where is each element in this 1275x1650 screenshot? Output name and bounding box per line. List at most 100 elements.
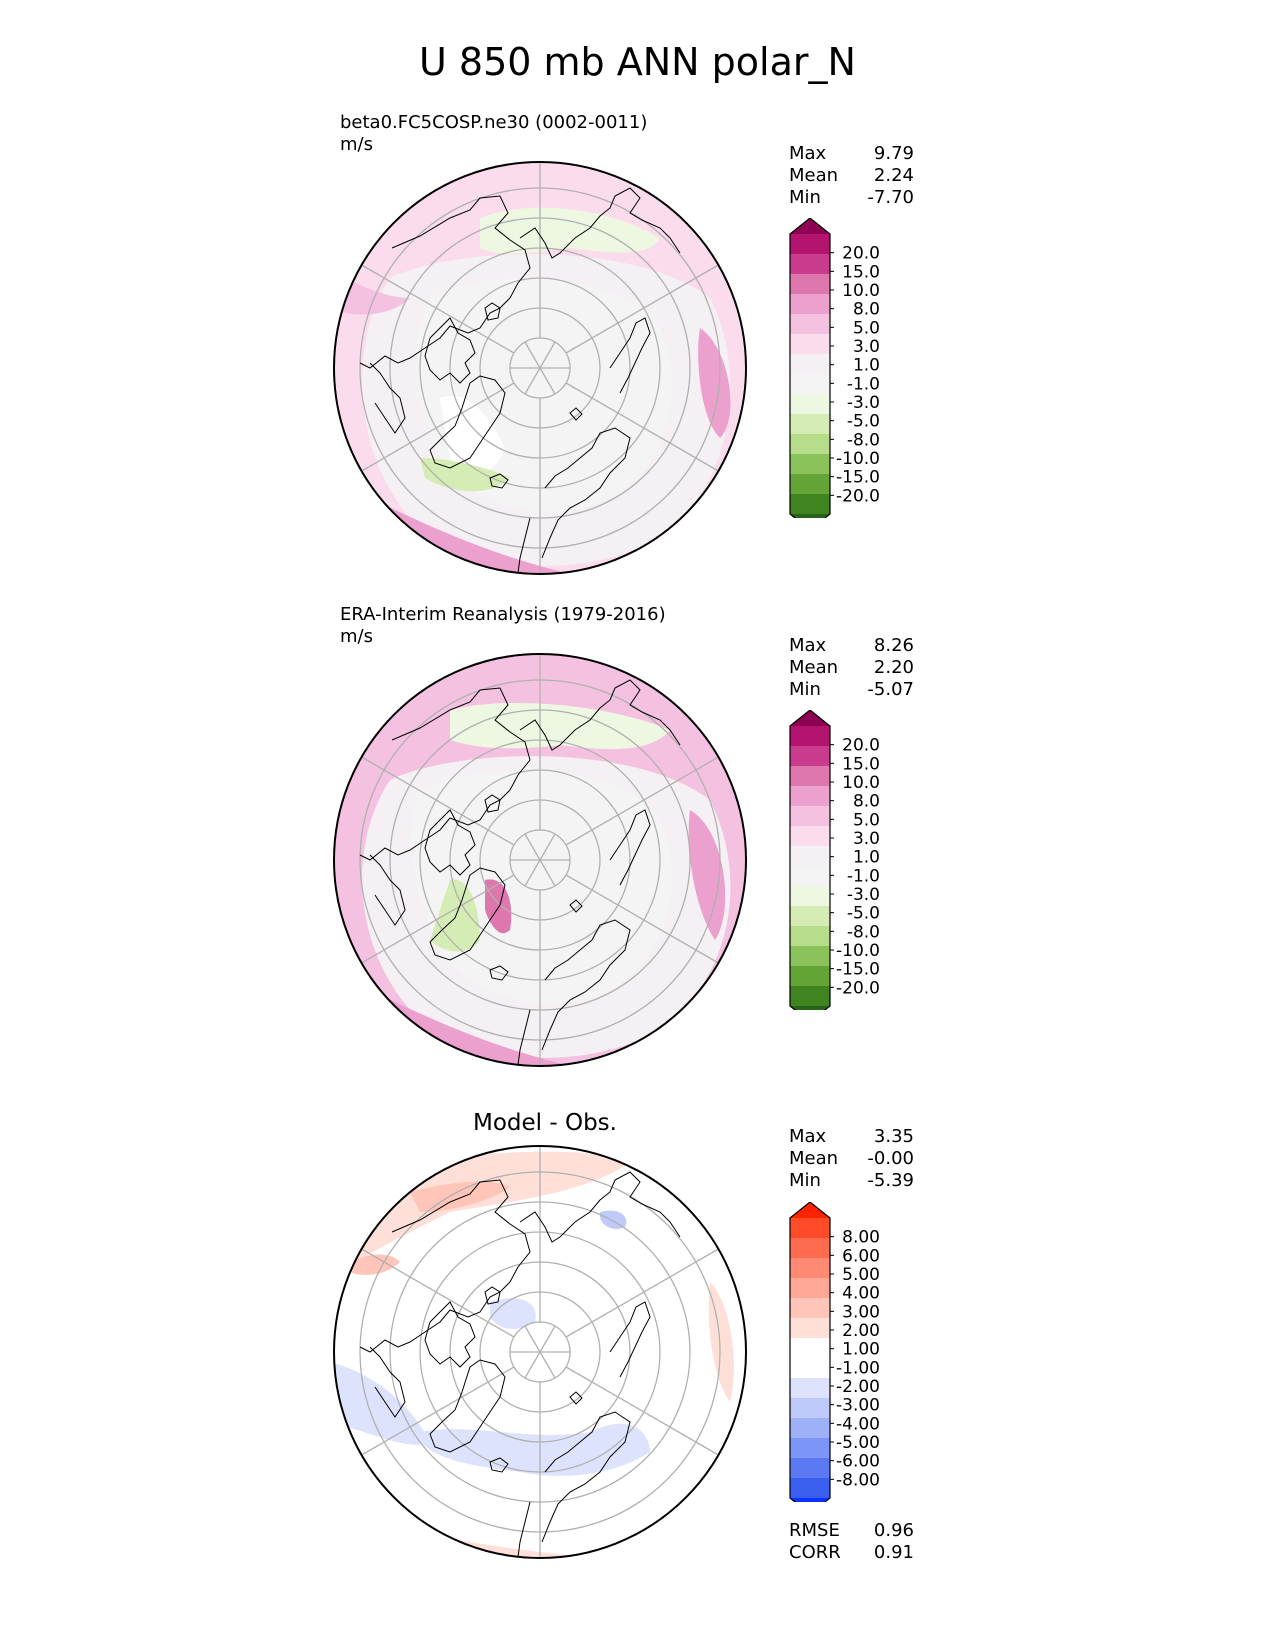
stat-mean: Mean -0.00 (789, 1148, 914, 1169)
colorbar-tick-label: -1.0 (847, 374, 880, 394)
coastline (359, 687, 531, 861)
meridian-line (524, 859, 541, 887)
cbar-1-segment (790, 374, 830, 395)
coastline (519, 679, 681, 751)
colorbar-tick-label: -20.0 (836, 978, 880, 998)
stat-min: Min -5.07 (789, 679, 914, 700)
cbar-2-extend-max (790, 710, 830, 726)
stat-min: Min -7.70 (789, 187, 914, 208)
stat-mean: Mean 2.24 (789, 165, 914, 186)
colorbar-tick-label: -3.00 (836, 1396, 880, 1416)
cbar-3-extend-min (790, 1498, 830, 1502)
cbar-3-segment (790, 1278, 830, 1299)
coastline (429, 1359, 506, 1453)
cbar-3-segment (790, 1418, 830, 1439)
cbar-1-segment (790, 454, 830, 475)
cbar-1-segment (790, 474, 830, 495)
cbar-2-segment (790, 886, 830, 907)
panel-3-colorbar: 8.006.005.004.003.002.001.00-1.00-2.00-3… (789, 1202, 880, 1502)
meridian-line (361, 756, 515, 846)
map-1-contour-region (334, 268, 410, 315)
coastline (489, 1457, 509, 1473)
colorbar-tick-label: -8.0 (847, 430, 880, 450)
coastline (369, 1346, 406, 1418)
cbar-3-segment (790, 1318, 830, 1339)
coastline (484, 302, 501, 321)
cbar-1-segment (790, 334, 830, 355)
cbar-2-segment (790, 986, 830, 1007)
colorbar-tick-label: -5.00 (836, 1433, 880, 1453)
colorbar-tick-label: -1.00 (836, 1358, 880, 1378)
cbar-2-segment (790, 766, 830, 787)
meridian-line (361, 874, 515, 964)
panel-2-colorbar: 20.015.010.08.05.03.01.0-1.0-3.0-5.0-8.0… (789, 710, 880, 1010)
meridian-line (565, 1248, 719, 1338)
coastline (429, 375, 506, 469)
meridian-line (539, 367, 556, 395)
map-3-contour-region (350, 1254, 400, 1275)
meridian-line (565, 756, 719, 846)
colorbar-tick-label: -15.0 (836, 468, 880, 488)
colorbar-tick-label: 10.0 (842, 773, 880, 793)
meridian-line (539, 1325, 556, 1353)
colorbar-tick-label: 1.00 (842, 1340, 880, 1360)
meridian-line (524, 341, 541, 369)
panel-3-polar-map (333, 1145, 747, 1559)
colorbar-tick-label: 6.00 (842, 1246, 880, 1266)
colorbar-tick-label: -6.00 (836, 1452, 880, 1472)
stat-min: Min -5.39 (789, 1170, 914, 1191)
cbar-3-segment (790, 1378, 830, 1399)
coastline (517, 1501, 531, 1558)
panel-3-title: Model - Obs. (473, 1110, 617, 1136)
meridian-line (565, 874, 719, 964)
meridian-line (361, 382, 515, 472)
coastline (429, 867, 506, 961)
colorbar-tick-label: -5.0 (847, 412, 880, 432)
coastline (609, 809, 651, 886)
coastline (569, 1391, 583, 1405)
meridian-line (565, 382, 719, 472)
cbar-1-segment (790, 274, 830, 295)
cbar-3-segment (790, 1458, 830, 1479)
panel-2-title: ERA-Interim Reanalysis (1979-2016) m/s (340, 604, 666, 647)
cbar-2-segment (790, 906, 830, 927)
cbar-1-segment (790, 494, 830, 515)
cbar-2-segment (790, 926, 830, 947)
map-3-contour-region (410, 1181, 510, 1212)
cbar-2-segment (790, 966, 830, 987)
map-1-contour-region (698, 328, 731, 438)
cbar-2-segment (790, 806, 830, 827)
cbar-1-extend-max (790, 218, 830, 234)
colorbar-tick-label: -10.0 (836, 449, 880, 469)
colorbar-tick-label: 3.0 (853, 337, 880, 357)
coastline (359, 195, 531, 369)
colorbar-tick-label: 8.0 (853, 792, 880, 812)
panel-1-stats: Max 9.79 Mean 2.24 Min -7.70 (789, 143, 914, 209)
coastline (569, 899, 583, 913)
cbar-1-segment (790, 234, 830, 255)
map-2-contour-region (485, 879, 512, 934)
stat-max: Max 9.79 (789, 143, 914, 164)
colorbar-tick-label: 5.0 (853, 318, 880, 338)
coastline (517, 1009, 531, 1066)
coastline (359, 1179, 531, 1353)
cbar-2-segment (790, 846, 830, 867)
meridian-line (539, 859, 556, 887)
panel-2-stats: Max 8.26 Mean 2.20 Min -5.07 (789, 635, 914, 701)
stat-max: Max 8.26 (789, 635, 914, 656)
panel-3-metrics: RMSE 0.96 CORR 0.91 (789, 1520, 914, 1564)
colorbar-tick-label: 8.0 (853, 300, 880, 320)
map-3-boundary (333, 1145, 747, 1559)
meridian-line (524, 1351, 541, 1379)
colorbar-tick-label: 5.0 (853, 810, 880, 830)
cbar-2-segment (790, 826, 830, 847)
coastline (424, 809, 476, 876)
cbar-2-extend-min (790, 1006, 830, 1010)
map-3-contour-region (420, 1423, 650, 1476)
coastline (517, 517, 531, 574)
coastline (484, 794, 501, 813)
metric-rmse: RMSE 0.96 (789, 1520, 914, 1541)
colorbar-tick-label: 10.0 (842, 281, 880, 301)
coastline (569, 407, 583, 421)
coastline (484, 1286, 501, 1305)
